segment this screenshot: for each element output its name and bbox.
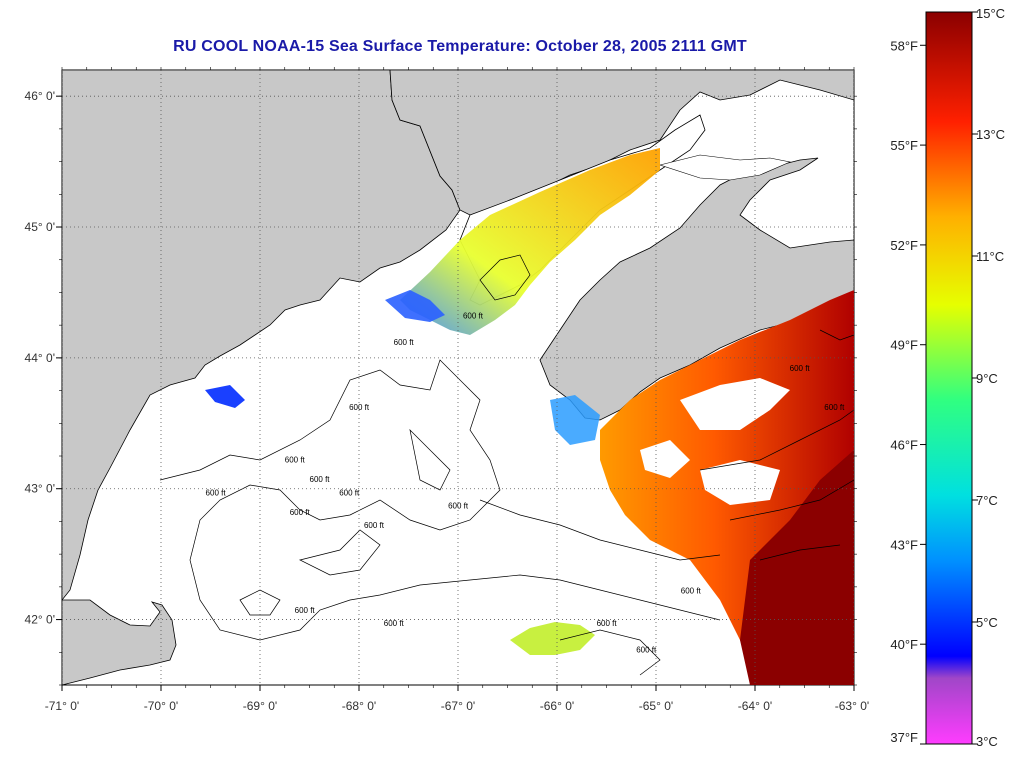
x-tick-label: -64° 0'	[738, 699, 772, 713]
x-tick-label: -71° 0'	[45, 699, 79, 713]
sst-nova-scotia-coast-cool	[550, 395, 600, 445]
sst-scotian-shelf-deep	[740, 450, 854, 685]
sst-maine-coast-cool	[385, 290, 445, 322]
longitude-axis: -71° 0' -70° 0' -69° 0' -68° 0' -67° 0' -66° …	[45, 67, 869, 713]
x-tick-label: -67° 0'	[441, 699, 475, 713]
x-tick-label: -66° 0'	[540, 699, 574, 713]
f-tick-label: 52°F	[890, 238, 918, 253]
map-layers: 600 ft 600 ft 600 ft 600 ft 600 ft 600 ft 600 …	[62, 70, 854, 685]
contour-label: 600 ft	[290, 508, 311, 517]
fahrenheit-scale: 58°F 55°F 52°F 49°F 46°F 43°F 40°F 37°F	[890, 38, 926, 745]
contour-label: 600 ft	[597, 619, 618, 628]
contour-label: 600 ft	[394, 338, 415, 347]
minas-basin	[658, 154, 791, 181]
land-cape-cod	[62, 599, 177, 685]
f-tick-label: 46°F	[890, 438, 918, 453]
contour-label: 600 ft	[295, 606, 316, 615]
contour-label: 600 ft	[364, 521, 385, 530]
f-tick-label: 58°F	[890, 38, 918, 53]
contour-label: 600 ft	[285, 456, 306, 465]
c-tick-label: 11°C	[976, 249, 1004, 264]
c-tick-label: 3°C	[976, 734, 998, 749]
contour-label: 600 ft	[463, 312, 484, 321]
contour-label: 600 ft	[349, 403, 370, 412]
sst-bay-of-fundy	[400, 148, 660, 335]
contour-label: 600 ft	[824, 403, 845, 412]
c-tick-label: 5°C	[976, 615, 998, 630]
map-title: RU COOL NOAA-15 Sea Surface Temperature:…	[173, 38, 747, 55]
c-tick-label: 7°C	[976, 493, 998, 508]
latitude-axis: 46° 0' 45° 0' 44° 0' 43° 0' 42° 0'	[25, 89, 857, 686]
cloud-patch-2	[640, 440, 690, 478]
contour-label: 600 ft	[339, 488, 360, 497]
contour-labels: 600 ft 600 ft 600 ft 600 ft 600 ft 600 ft 600 …	[206, 312, 846, 655]
contour-label: 600 ft	[790, 364, 811, 373]
c-tick-label: 13°C	[976, 127, 1005, 142]
y-tick-label: 43° 0'	[25, 482, 55, 496]
contour-label: 600 ft	[681, 586, 702, 595]
colorbar-gradient	[925, 11, 973, 745]
sst-penobscot-cool	[205, 385, 245, 408]
f-tick-label: 49°F	[890, 338, 918, 353]
c-tick-label: 9°C	[976, 371, 998, 386]
celsius-scale: 15°C 13°C 11°C 9°C 7°C 5°C 3°C	[972, 6, 1005, 749]
y-tick-label: 44° 0'	[25, 351, 55, 365]
x-tick-label: -69° 0'	[243, 699, 277, 713]
f-tick-label: 37°F	[890, 730, 918, 745]
contour-label: 600 ft	[384, 619, 405, 628]
c-tick-label: 15°C	[976, 6, 1005, 21]
graticule	[62, 70, 854, 685]
y-tick-label: 42° 0'	[25, 613, 55, 627]
f-tick-label: 55°F	[890, 138, 918, 153]
x-tick-label: -65° 0'	[639, 699, 673, 713]
contour-label: 600 ft	[448, 501, 469, 510]
y-tick-label: 45° 0'	[25, 220, 55, 234]
x-tick-label: -68° 0'	[342, 699, 376, 713]
sst-georges-bank	[510, 622, 595, 655]
f-tick-label: 40°F	[890, 637, 918, 652]
f-tick-label: 43°F	[890, 537, 918, 552]
colorbar: 58°F 55°F 52°F 49°F 46°F 43°F 40°F 37°F 15°C 13°…	[890, 6, 1005, 749]
depth-contours	[159, 254, 854, 676]
contour-label: 600 ft	[206, 488, 227, 497]
x-tick-label: -70° 0'	[144, 699, 178, 713]
cloud-patch-1	[680, 378, 790, 430]
x-tick-label: -63° 0'	[835, 699, 869, 713]
cloud-patch-3	[700, 460, 780, 505]
contour-label: 600 ft	[636, 645, 657, 654]
y-tick-label: 46° 0'	[25, 89, 55, 103]
contour-label: 600 ft	[310, 475, 331, 484]
